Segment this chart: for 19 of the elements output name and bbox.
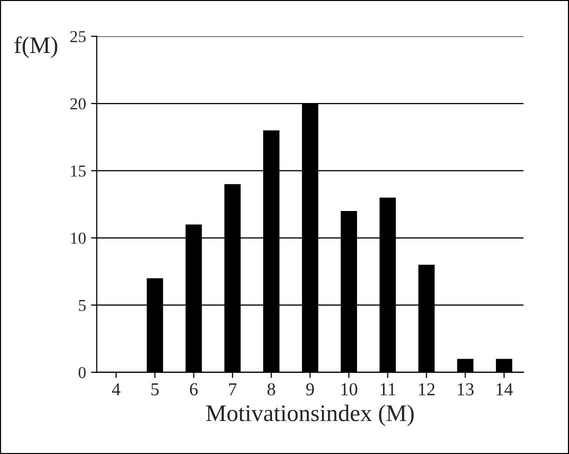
y-tick-label: 15	[71, 165, 86, 177]
y-tick-label: 20	[70, 98, 86, 110]
x-tick-label: 14	[496, 383, 513, 396]
x-tick-label: 7	[229, 383, 237, 396]
y-axis-title: f(M)	[14, 36, 58, 58]
y-tick-label: 5	[78, 300, 86, 312]
x-axis-title: Motivationsindex (M)	[206, 404, 414, 426]
x-tick-label: 9	[306, 383, 314, 396]
x-tick-label: 10	[341, 383, 358, 396]
x-tick-label: 12	[419, 383, 435, 396]
x-tick-label: 11	[380, 383, 396, 396]
y-tick-label: 0	[78, 366, 86, 378]
x-tick-label: 5	[151, 383, 159, 396]
y-tick-label: 10	[71, 232, 86, 244]
x-tick-label: 13	[458, 383, 474, 396]
x-tick-label: 6	[190, 383, 198, 396]
y-tick-label: 25	[70, 31, 86, 42]
x-tick-label: 4	[112, 383, 120, 396]
x-tick-label: 8	[267, 383, 276, 396]
